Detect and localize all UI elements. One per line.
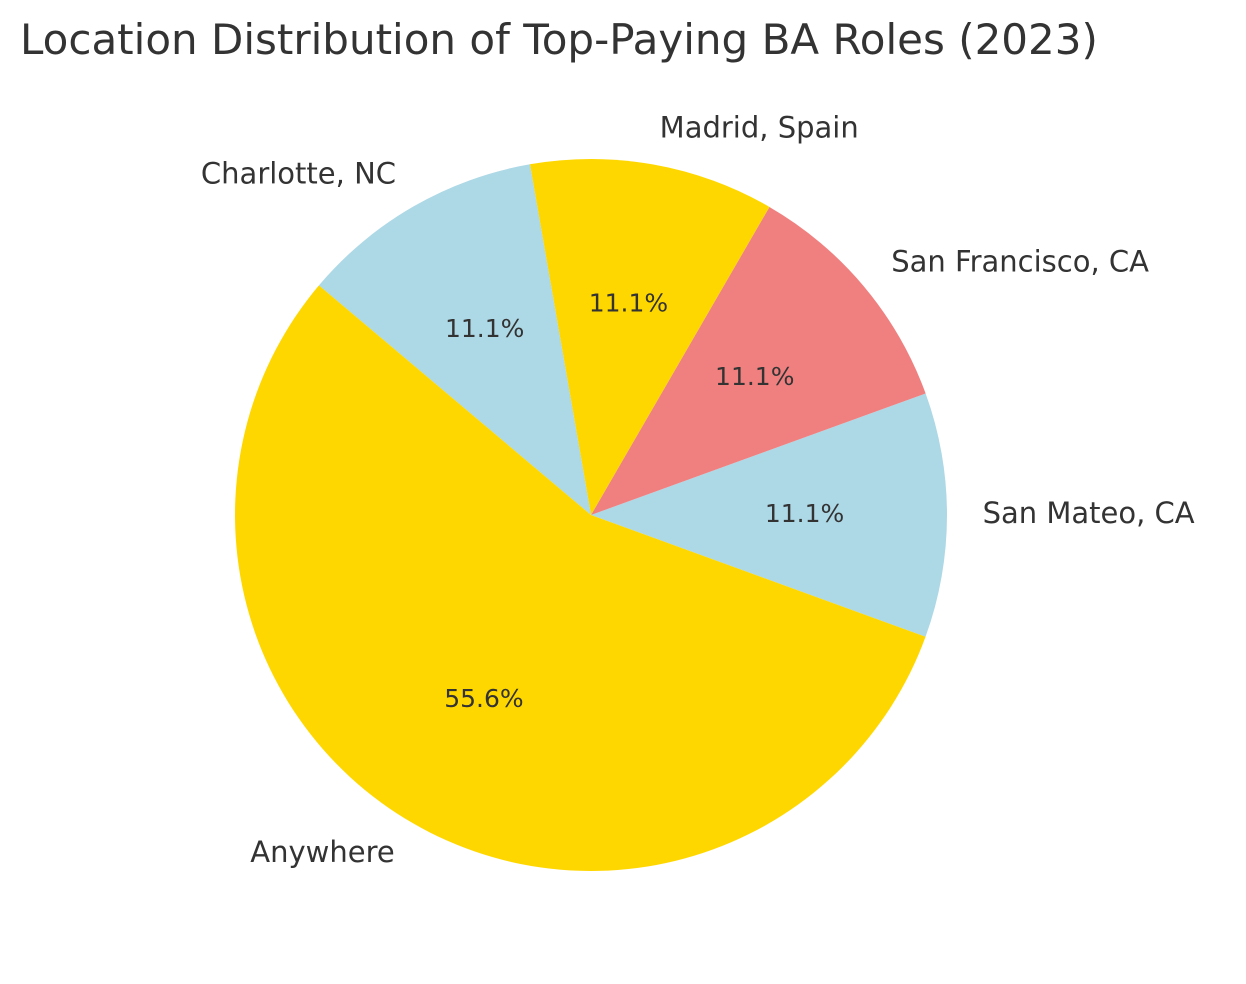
slice-percent-label: 11.1% [589,289,668,318]
slice-label: Anywhere [250,835,394,869]
pie-slice-san-francisco-ca [591,206,926,515]
pie-slice-madrid-spain [529,159,770,516]
slice-label: San Mateo, CA [983,496,1195,530]
slice-percent-label: 11.1% [715,362,794,391]
slice-percent-label: 11.1% [765,499,844,528]
pie-slices [235,159,947,871]
chart-title: Location Distribution of Top-Paying BA R… [20,15,1098,64]
slice-label: San Francisco, CA [891,245,1149,279]
pie-slice-san-mateo-ca [591,393,947,637]
slice-label: Charlotte, NC [201,156,396,190]
slice-label: Madrid, Spain [660,110,859,144]
slice-percent-label: 55.6% [444,684,523,713]
slice-percent-label: 11.1% [445,314,524,343]
pie-slice-anywhere [235,285,926,871]
pie-labels: San Mateo, CA 11.1% San Francisco, CA 11.1%… [201,110,1195,868]
pie-slice-charlotte-nc [318,164,591,516]
